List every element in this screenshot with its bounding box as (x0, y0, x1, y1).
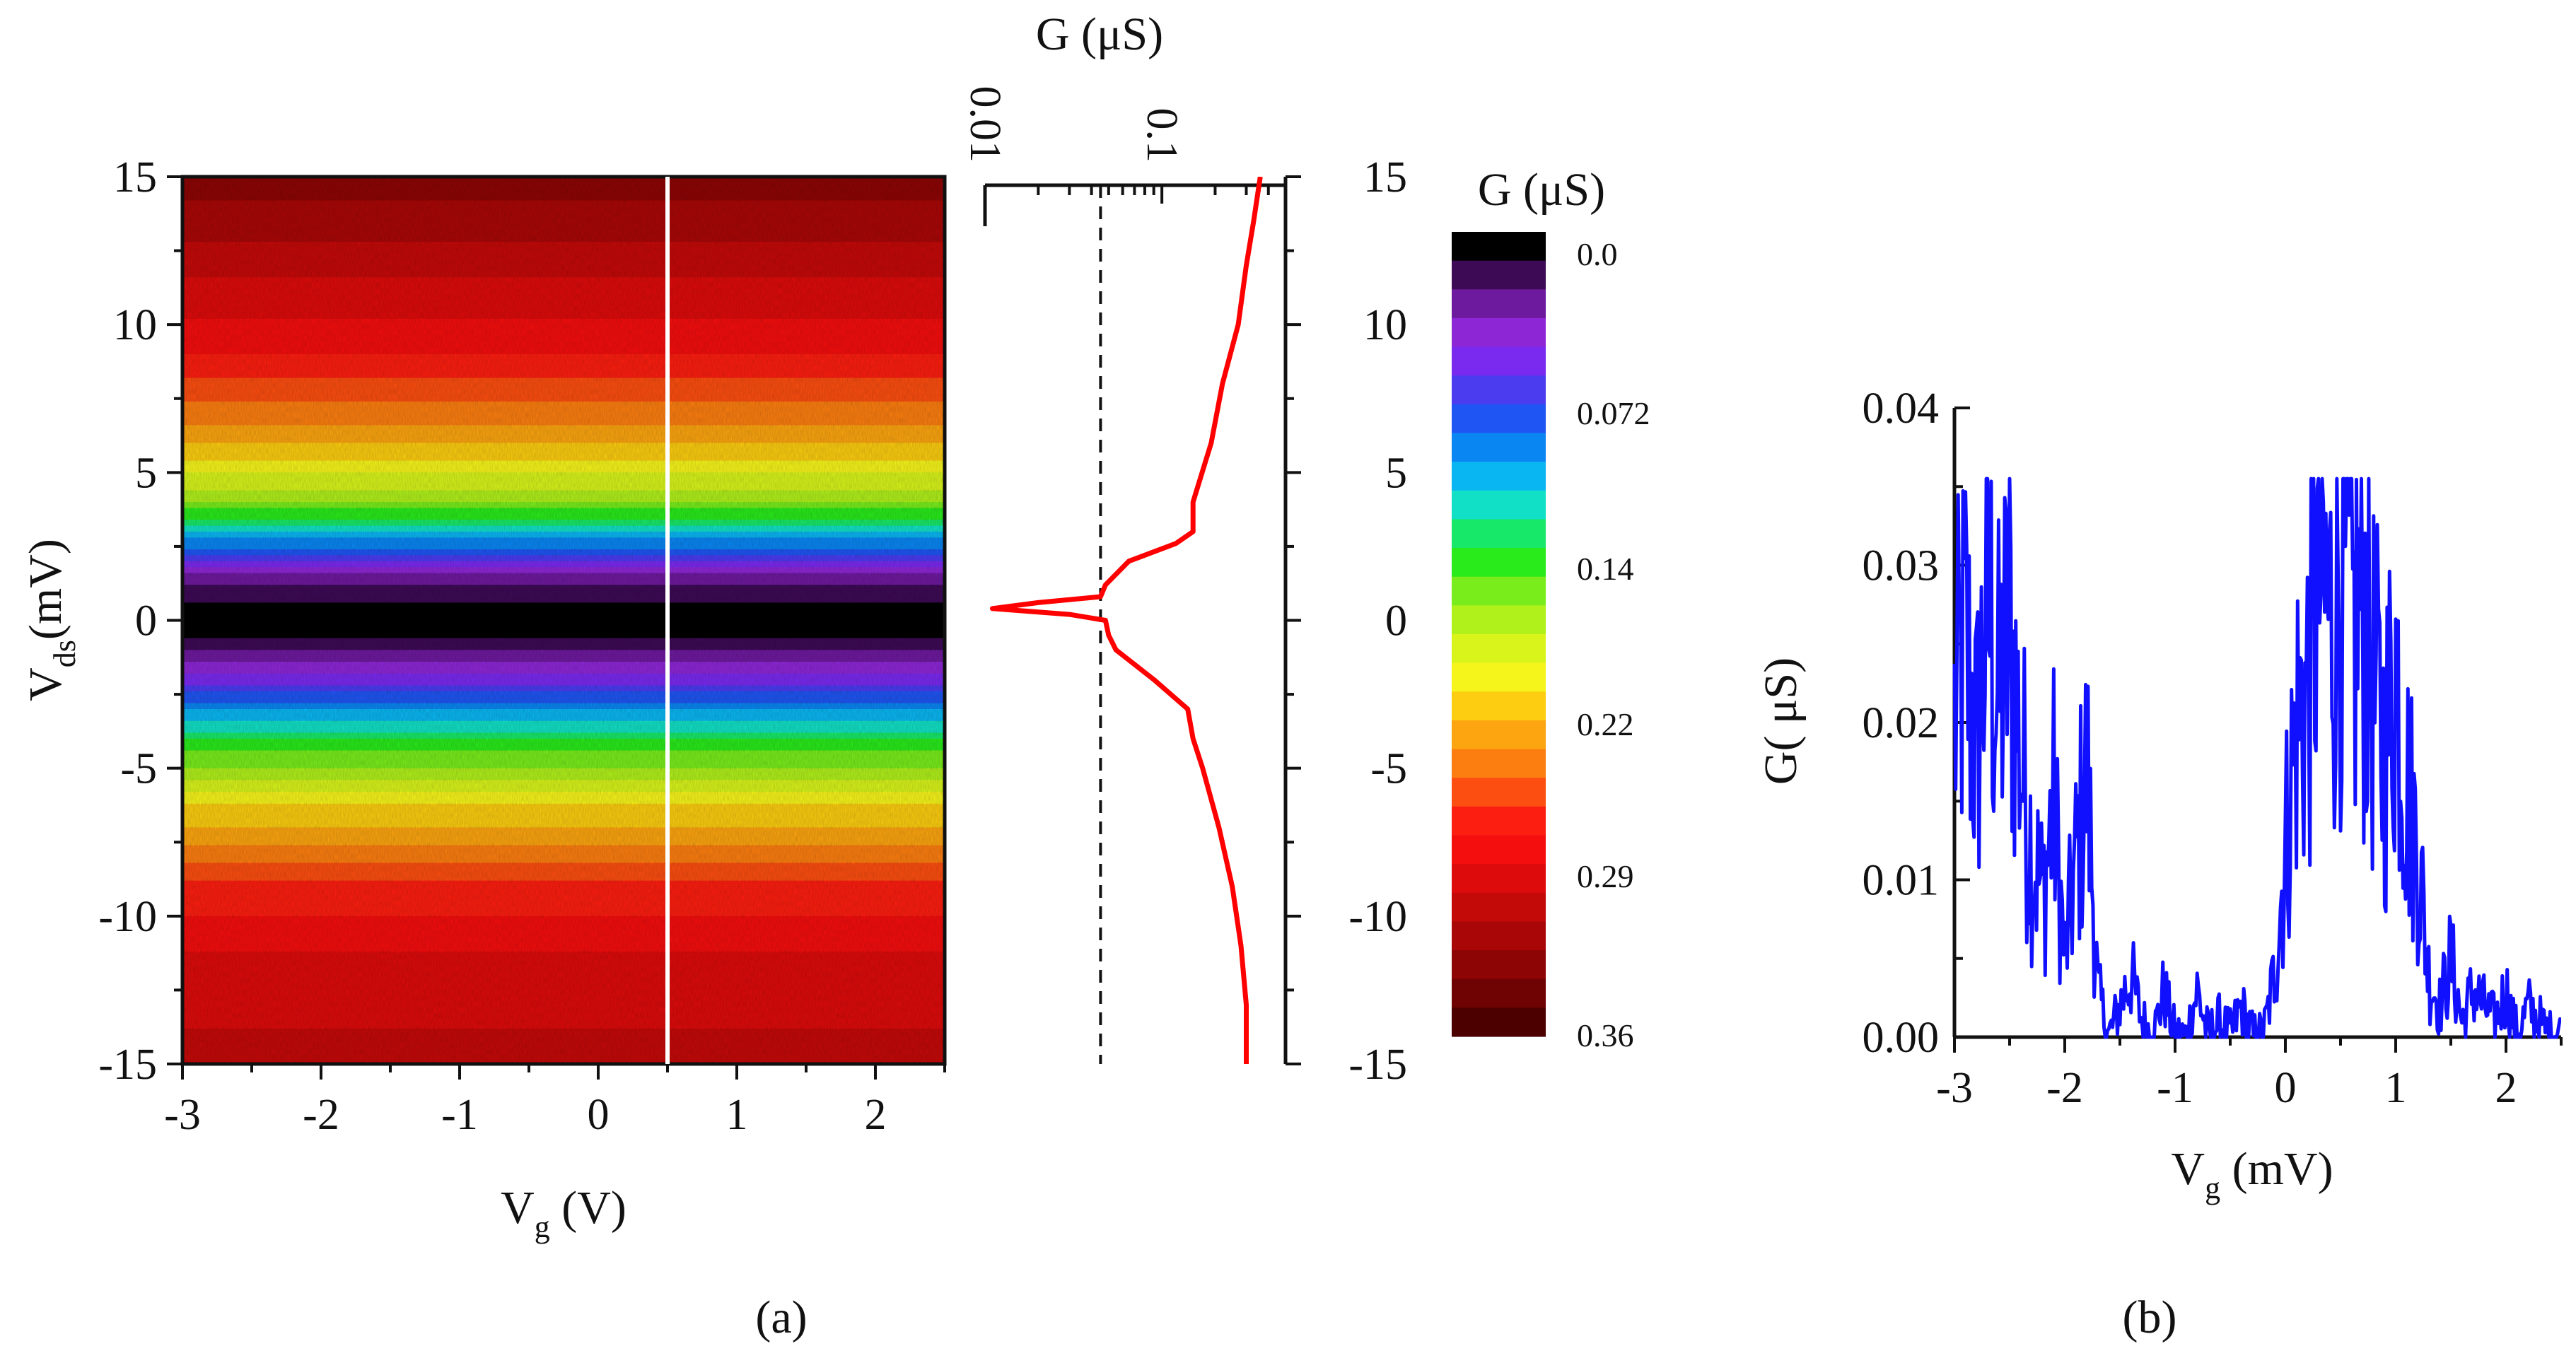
profile-y-tick-label: 5 (1385, 449, 1407, 497)
panel-b-y-tick-label: 0.00 (1863, 1014, 1940, 1062)
colorbar-swatch (1452, 404, 1546, 434)
colorbar-swatch (1452, 605, 1546, 635)
profile-axes: 0.01 0.1 15 10 5 0 -5 -10 -15 (961, 86, 1407, 1089)
heatmap-y-tick-label: 15 (113, 153, 157, 201)
colorbar-tick-label: 0.0 (1577, 236, 1618, 272)
colorbar-swatch (1452, 548, 1546, 578)
colorbar-tick-label: 0.22 (1577, 706, 1634, 742)
heatmap-x-tick-label: 0 (588, 1091, 610, 1139)
colorbar-swatch (1452, 806, 1546, 836)
conductance-heatmap (182, 177, 945, 1064)
heatmap-y-tick-label: -15 (98, 1041, 157, 1089)
colorbar-tick-label: 0.29 (1577, 858, 1634, 894)
heatmap-y-axis-title: Vds(mV) (20, 539, 82, 701)
colorbar-swatch (1452, 289, 1546, 319)
colorbar (1452, 232, 1546, 1037)
colorbar-swatch (1452, 519, 1546, 549)
heatmap-y-tick-label: 5 (135, 449, 157, 497)
colorbar-swatch (1452, 720, 1546, 750)
colorbar-swatch (1452, 490, 1546, 520)
heatmap-y-axis: 15 10 5 0 -5 -10 -15 (98, 153, 182, 1089)
panel-b-x-tick-label: 0 (2275, 1064, 2297, 1112)
profile-x-axis-title: G (μS) (1036, 8, 1163, 60)
heatmap-x-tick-label: -1 (441, 1091, 478, 1139)
panel-b-x-tick-label: 1 (2385, 1064, 2407, 1112)
panel-b-y-tick-label: 0.01 (1863, 857, 1940, 905)
colorbar-swatch (1452, 433, 1546, 462)
colorbar-swatch (1452, 346, 1546, 376)
colorbar-swatch (1452, 232, 1546, 262)
panel-b-y-axis-title: G( μS) (1755, 657, 1807, 785)
colorbar-swatch (1452, 921, 1546, 951)
heatmap-y-tick-label: -5 (120, 745, 157, 793)
profile-y-tick-label: -15 (1348, 1041, 1407, 1089)
heatmap-x-axis-title: Vg (V) (501, 1182, 626, 1244)
colorbar-swatch (1452, 749, 1546, 778)
panel-b-y-tick-label: 0.03 (1863, 542, 1940, 590)
colorbar-swatch (1452, 260, 1546, 290)
heatmap-x-tick-label: -3 (164, 1091, 201, 1139)
colorbar-swatch (1452, 634, 1546, 664)
colorbar-swatch (1452, 576, 1546, 606)
panel-b-conductance-line (1952, 476, 2561, 1039)
profile-y-tick-label: -5 (1370, 745, 1407, 793)
heatmap-x-tick-label: 1 (726, 1091, 748, 1139)
heatmap-x-tick-label: 2 (865, 1091, 887, 1139)
profile-x-tick-label: 0.01 (961, 86, 1009, 163)
colorbar-swatch (1452, 864, 1546, 894)
colorbar-tick-label: 0.072 (1577, 395, 1650, 431)
panel-b-y-tick-label: 0.02 (1863, 699, 1940, 747)
panel-b-y-tick-label: 0.04 (1863, 385, 1940, 433)
profile-x-tick-label: 0.1 (1138, 108, 1186, 163)
colorbar-swatch (1452, 317, 1546, 348)
panel-b-x-tick-label: -3 (1936, 1064, 1973, 1112)
profile-y-tick-label: 0 (1385, 597, 1407, 645)
panel-b-x-tick-label: -1 (2157, 1064, 2193, 1112)
profile-conductance-curve (989, 177, 1263, 1064)
heatmap-x-axis: -3 -2 -1 0 1 2 (164, 1064, 946, 1139)
panel-b-axes: 0.00 0.01 0.02 0.03 0.04 -3 -2 -1 0 1 2 (1863, 385, 2563, 1112)
colorbar-swatch (1452, 1007, 1546, 1037)
heatmap-noise-texture (182, 177, 945, 1064)
panel-a-label: (a) (755, 1292, 807, 1343)
panel-b-x-tick-label: -2 (2046, 1064, 2083, 1112)
heatmap-y-tick-label: 0 (135, 597, 157, 645)
panel-b-label: (b) (2123, 1292, 2177, 1343)
profile-y-tick-label: 10 (1363, 301, 1407, 349)
colorbar-swatch (1452, 691, 1546, 721)
profile-y-tick-label: -10 (1348, 893, 1407, 941)
colorbar-labels: 0.0 0.072 0.14 0.22 0.29 0.36 (1577, 236, 1650, 1053)
colorbar-swatch (1452, 978, 1546, 1008)
colorbar-swatch (1452, 778, 1546, 807)
profile-y-tick-label: 15 (1363, 153, 1407, 201)
colorbar-swatch (1452, 662, 1546, 692)
panel-b-x-tick-label: 2 (2495, 1064, 2517, 1112)
panel-b-x-axis-title: Vg (mV) (2171, 1143, 2333, 1205)
colorbar-tick-label: 0.36 (1577, 1017, 1634, 1053)
colorbar-swatch (1452, 892, 1546, 923)
colorbar-tick-label: 0.14 (1577, 551, 1634, 587)
colorbar-swatch (1452, 375, 1546, 405)
colorbar-swatch (1452, 835, 1546, 865)
heatmap-y-tick-label: -10 (98, 893, 157, 941)
heatmap-y-tick-label: 10 (113, 301, 157, 349)
colorbar-title: G (μS) (1478, 164, 1605, 216)
heatmap-x-tick-label: -2 (303, 1091, 339, 1139)
colorbar-swatch (1452, 462, 1546, 491)
colorbar-swatch (1452, 950, 1546, 980)
